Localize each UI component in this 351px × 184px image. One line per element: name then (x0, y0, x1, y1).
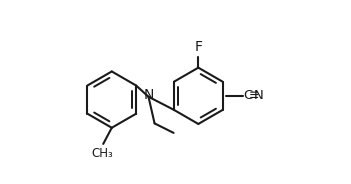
Text: C: C (244, 89, 253, 102)
Text: F: F (194, 40, 202, 54)
Text: CH₃: CH₃ (91, 147, 113, 160)
Text: ≡: ≡ (249, 89, 259, 102)
Text: N: N (143, 88, 154, 102)
Text: N: N (253, 89, 263, 102)
